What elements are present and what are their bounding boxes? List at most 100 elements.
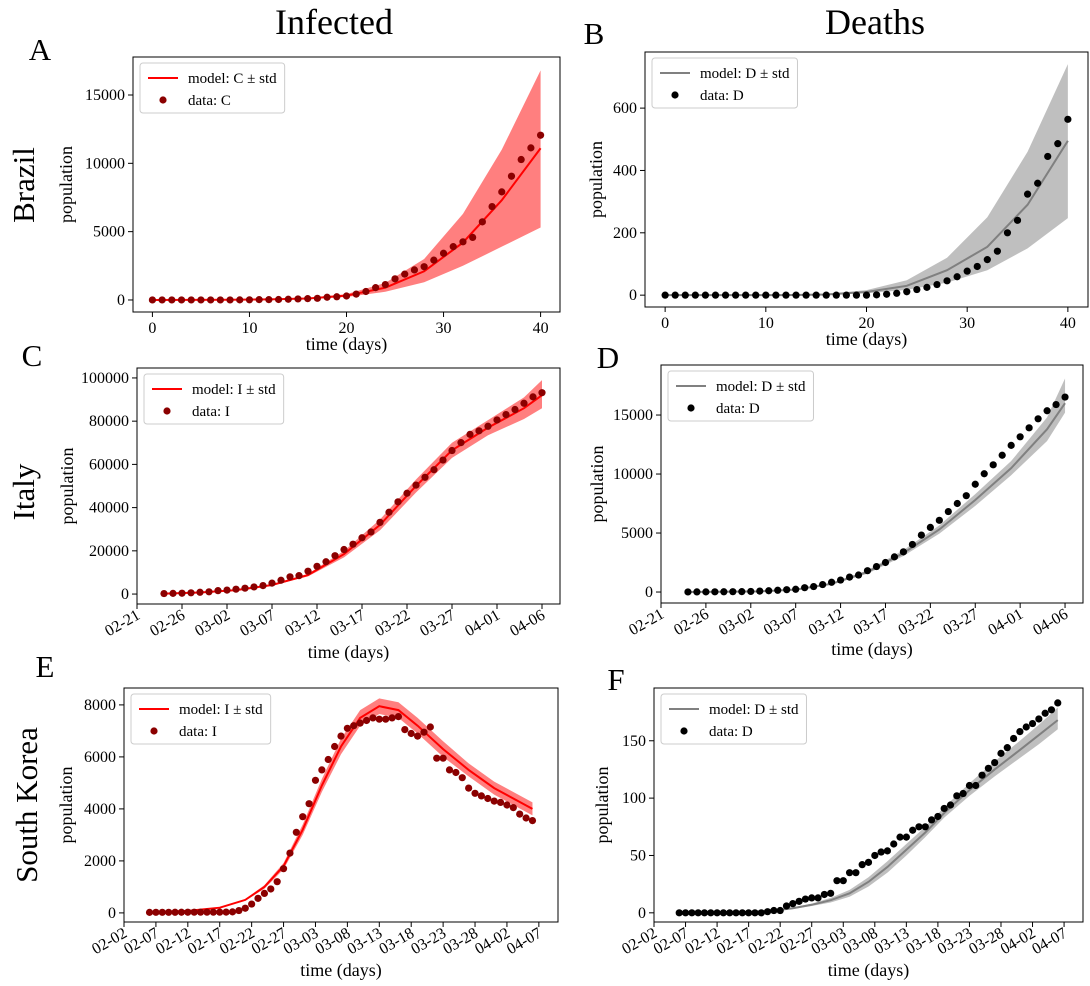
data-point (917, 531, 925, 539)
data-point (726, 909, 734, 917)
data-point (702, 588, 710, 596)
data-point (372, 284, 380, 292)
data-point (711, 588, 719, 596)
data-point (978, 771, 986, 779)
data-point (457, 439, 465, 447)
legend-marker (687, 404, 695, 412)
data-point (286, 573, 294, 581)
data-point (899, 548, 908, 556)
data-point (228, 908, 237, 916)
y-tick-label: 80000 (89, 413, 129, 430)
data-point (752, 291, 760, 299)
x-axis-label: time (days) (306, 334, 387, 355)
data-point (738, 588, 746, 596)
x-tick-label: 03-12 (806, 606, 847, 639)
x-tick-label: 03-17 (327, 607, 368, 640)
data-point (1034, 415, 1042, 423)
panel-letter: B (584, 16, 605, 51)
x-tick-label: 03-07 (761, 606, 802, 639)
data-point (872, 562, 881, 571)
data-point (496, 798, 505, 807)
y-tick-label: 0 (638, 905, 646, 922)
data-point (412, 481, 420, 489)
y-tick-label: 20000 (89, 543, 129, 560)
y-axis-label: population (586, 141, 606, 218)
data-point (536, 131, 545, 139)
data-point (465, 784, 473, 792)
data-point (933, 280, 941, 289)
data-point (214, 587, 222, 595)
y-tick-label: 15000 (85, 87, 125, 104)
column-title: Deaths (825, 2, 925, 42)
data-point (401, 270, 409, 278)
data-point (331, 552, 339, 560)
x-tick-label: 04-07 (1029, 925, 1070, 958)
data-point (946, 801, 955, 809)
data-point (394, 498, 402, 506)
data-point (222, 908, 230, 916)
data-point (273, 878, 281, 886)
data-point (267, 885, 275, 893)
y-tick-label: 8000 (84, 697, 116, 714)
y-axis-label: population (57, 448, 77, 525)
data-point (145, 908, 154, 916)
data-point (323, 293, 331, 301)
data-point (458, 774, 466, 782)
panel-letter: E (36, 649, 55, 684)
data-point (783, 586, 791, 594)
y-tick-label: 60000 (89, 456, 129, 473)
data-point (426, 723, 434, 731)
panel-letter: A (29, 32, 52, 67)
data-point (187, 589, 195, 597)
y-tick-label: 150 (622, 733, 646, 750)
data-point (862, 291, 871, 299)
data-point (503, 801, 511, 809)
data-point (852, 291, 861, 299)
y-axis-label: population (56, 767, 76, 844)
x-tick-label: 03-02 (192, 607, 233, 640)
data-point (701, 291, 710, 299)
y-tick-label: 100 (622, 790, 646, 807)
data-point (322, 558, 330, 566)
data-point (792, 585, 800, 593)
x-tick-label: 02-26 (147, 607, 188, 640)
data-point (808, 894, 816, 902)
y-tick-label: 0 (117, 292, 125, 309)
plot-frame (653, 687, 1084, 923)
data-point (478, 218, 486, 226)
data-point (742, 291, 750, 299)
data-point (279, 865, 288, 873)
y-axis-label: population (56, 146, 76, 223)
data-point (719, 909, 727, 917)
data-point (259, 581, 267, 590)
data-point (915, 823, 923, 831)
data-point (909, 826, 917, 834)
plot-frame (123, 687, 559, 923)
data-point (1016, 433, 1024, 441)
data-point (991, 758, 999, 767)
data-point (177, 296, 186, 304)
data-point (466, 430, 474, 438)
data-point (962, 492, 970, 500)
data-point (953, 273, 961, 281)
x-tick-label: 10 (758, 315, 774, 332)
data-point (522, 814, 530, 822)
data-point (852, 869, 860, 877)
data-point (413, 732, 422, 740)
data-point (1041, 709, 1049, 717)
x-tick-label: 03-22 (896, 606, 937, 639)
data-point (1022, 723, 1030, 731)
data-point (178, 589, 186, 597)
data-point (420, 728, 428, 736)
data-point (169, 589, 177, 597)
data-point (299, 813, 307, 821)
legend-label: model: I ± std (192, 382, 276, 398)
data-point (511, 405, 519, 414)
data-point (812, 291, 820, 299)
legend-label: data: D (716, 401, 760, 417)
data-point (983, 256, 991, 264)
data-point (318, 766, 326, 774)
data-point (1003, 229, 1012, 237)
